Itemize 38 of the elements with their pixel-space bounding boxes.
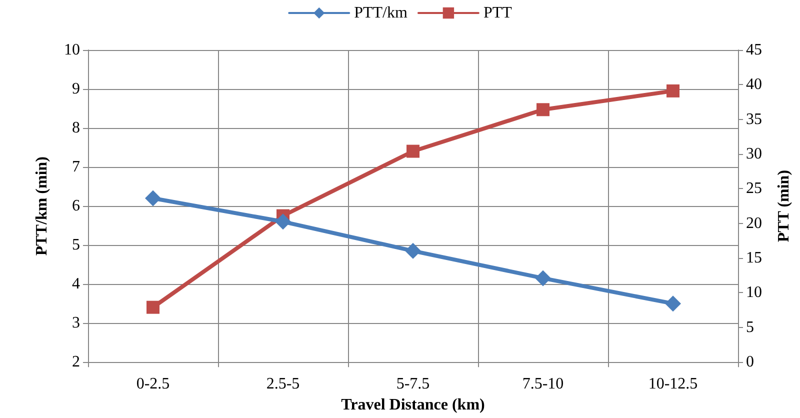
y2-tick-label: 25 bbox=[746, 180, 762, 198]
y-tick-label: 10 bbox=[64, 42, 80, 58]
y2-axis-title: PTT (min) bbox=[776, 170, 792, 242]
point bbox=[275, 214, 291, 230]
point bbox=[535, 270, 551, 286]
x-tick-label: 7.5-10 bbox=[522, 376, 564, 393]
y2-tick-label: 40 bbox=[746, 76, 762, 94]
point bbox=[536, 103, 550, 116]
point bbox=[665, 296, 681, 312]
y2-tick-label: 15 bbox=[746, 250, 762, 267]
y2-tick-label: 30 bbox=[746, 146, 762, 163]
y2-tick-label: 5 bbox=[746, 318, 754, 336]
y2-tick-label: 45 bbox=[746, 42, 762, 58]
y-tick-label: 3 bbox=[72, 314, 80, 332]
y-tick-label: 8 bbox=[72, 120, 80, 137]
x-tick-label: 0-2.5 bbox=[136, 376, 170, 393]
y-tick-label: 4 bbox=[72, 276, 80, 293]
x-tick-label: 5-7.5 bbox=[396, 376, 430, 393]
y-tick-label: 2 bbox=[72, 354, 80, 371]
point bbox=[666, 84, 680, 98]
y-tick-label: 7 bbox=[72, 158, 80, 176]
x-tick-label: 2.5-5 bbox=[266, 376, 300, 393]
x-tick-label: 10-12.5 bbox=[648, 376, 698, 393]
y-tick-label: 9 bbox=[72, 80, 80, 98]
x-axis-title: Travel Distance (km) bbox=[341, 396, 485, 414]
legend-label: PTT/km bbox=[354, 4, 408, 22]
y-tick-label: 6 bbox=[72, 198, 80, 215]
point bbox=[146, 300, 160, 314]
y-tick-label: 5 bbox=[72, 236, 80, 254]
point bbox=[145, 190, 161, 206]
y-axis-title: PTT/km (min) bbox=[34, 156, 50, 256]
point bbox=[405, 242, 421, 259]
y2-tick-label: 0 bbox=[746, 354, 754, 371]
y2-tick-label: 10 bbox=[746, 284, 762, 302]
y2-tick-label: 35 bbox=[746, 110, 762, 128]
point bbox=[406, 144, 420, 158]
legend-label: PTT bbox=[483, 4, 512, 22]
y2-tick-label: 20 bbox=[746, 214, 762, 232]
